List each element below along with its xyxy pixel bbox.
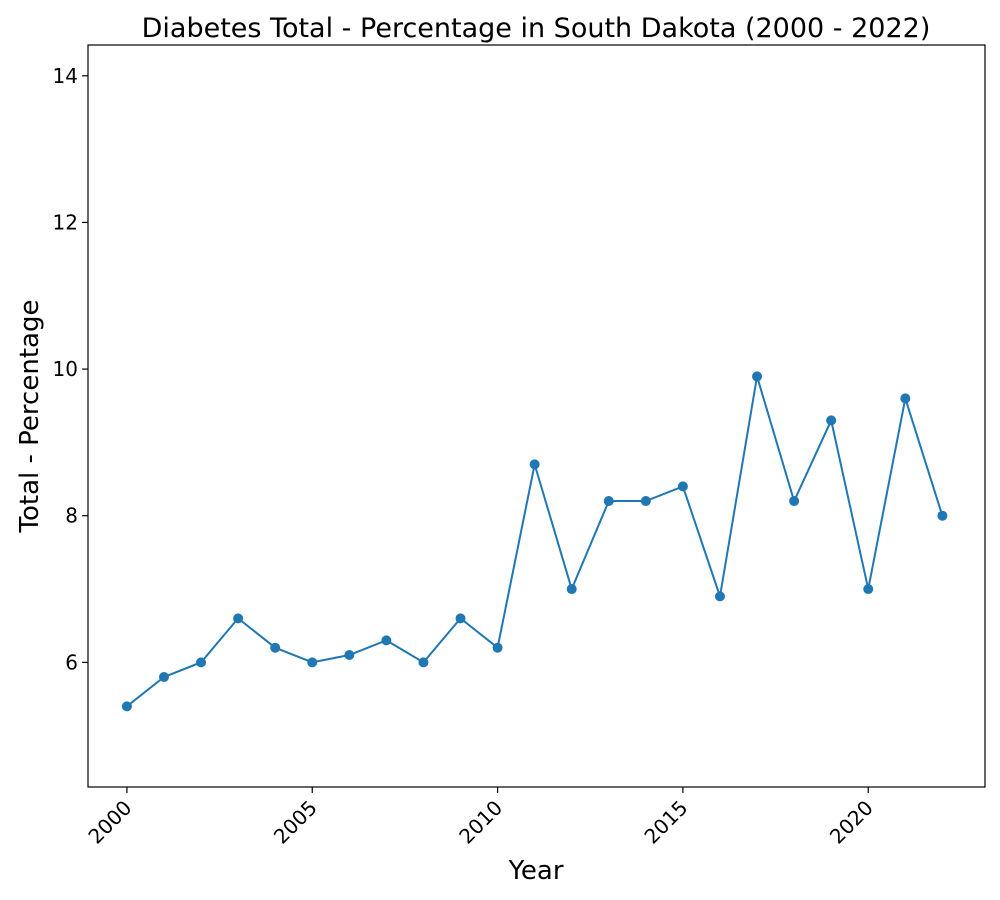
y-tick-label: 10 <box>53 357 78 381</box>
data-point <box>640 496 651 507</box>
chart-title: Diabetes Total - Percentage in South Dak… <box>142 13 931 44</box>
data-point <box>158 672 169 683</box>
data-point <box>381 635 392 646</box>
y-tick-label: 8 <box>65 504 78 528</box>
data-point <box>121 701 132 712</box>
data-point <box>455 613 466 624</box>
data-point <box>603 496 614 507</box>
y-tick-label: 12 <box>53 210 78 234</box>
x-tick-label: 2005 <box>269 796 322 849</box>
data-point <box>566 584 577 595</box>
data-point <box>418 657 429 668</box>
data-point <box>863 584 874 595</box>
x-axis-label: Year <box>507 856 563 886</box>
data-point <box>196 657 207 668</box>
data-point <box>529 459 540 470</box>
data-point <box>307 657 318 668</box>
data-point <box>270 642 281 653</box>
x-tick-label: 2000 <box>83 796 136 849</box>
data-point <box>492 642 503 653</box>
data-point <box>789 496 800 507</box>
x-tick-label: 2010 <box>454 796 507 849</box>
data-point <box>714 591 725 602</box>
data-point <box>937 510 948 521</box>
data-point <box>826 415 837 426</box>
data-point <box>900 393 911 404</box>
y-axis-label: Total - Percentage <box>15 300 45 534</box>
y-tick-label: 14 <box>53 64 78 88</box>
x-tick-label: 2020 <box>825 796 878 849</box>
data-point <box>344 650 355 661</box>
axes-frame <box>87 44 986 788</box>
data-point <box>752 371 763 382</box>
data-point <box>233 613 244 624</box>
plot-area: 6 8 10 12 14 2000 2005 2010 2015 2020 <box>53 44 986 849</box>
y-tick-label: 6 <box>65 650 78 674</box>
data-point <box>677 481 688 492</box>
series-line <box>126 376 944 708</box>
x-tick-label: 2015 <box>639 796 692 849</box>
